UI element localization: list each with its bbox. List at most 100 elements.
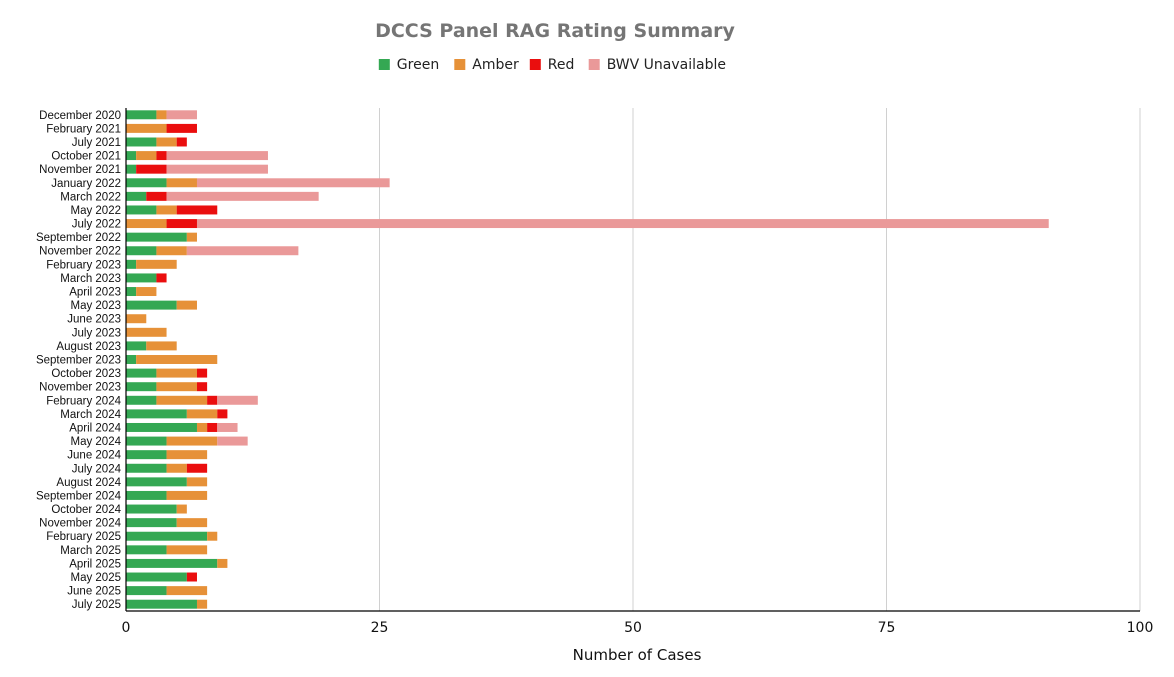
x-tick-label-50: 50 [624, 620, 642, 636]
category-label-july-2023: July 2023 [72, 327, 121, 339]
bar-green-april-2024 [126, 422, 197, 432]
legend-swatch-bwv-unavailable [588, 59, 600, 70]
bar-amber-november-2023 [156, 382, 197, 392]
category-label-november-2023: November 2023 [39, 382, 121, 394]
category-label-april-2025: April 2025 [69, 558, 121, 570]
bar-green-october-2024 [126, 504, 177, 514]
category-label-august-2024: August 2024 [56, 477, 121, 489]
bar-green-september-2023 [126, 355, 137, 364]
bar-amber-june-2025 [166, 586, 208, 596]
bar-green-may-2023 [126, 300, 177, 310]
bar-amber-february-2021 [126, 123, 167, 133]
bar-amber-july-2025 [196, 599, 208, 609]
bar-amber-december-2020 [156, 110, 167, 120]
x-axis-title: Number of Cases [573, 646, 702, 664]
category-label-march-2022: March 2022 [60, 191, 121, 203]
legend-label-bwv-unavailable: BWV Unavailable [607, 57, 726, 73]
bar-bwv-unavailable-december-2020 [166, 110, 197, 120]
x-tick-label-25: 25 [371, 620, 389, 636]
bar-amber-march-2024 [186, 409, 218, 419]
category-label-april-2023: April 2023 [69, 287, 121, 299]
bar-amber-november-2022 [156, 246, 187, 256]
category-label-september-2022: September 2022 [36, 232, 121, 244]
bar-green-november-2022 [126, 246, 157, 256]
chart-title: DCCS Panel RAG Rating Summary [375, 20, 735, 42]
bar-green-march-2024 [126, 409, 187, 419]
category-label-may-2023: May 2023 [70, 300, 121, 312]
category-label-september-2024: September 2024 [36, 490, 122, 502]
bar-green-june-2024 [126, 450, 167, 460]
category-label-july-2022: July 2022 [72, 219, 121, 231]
bar-bwv-unavailable-october-2021 [166, 151, 268, 161]
bar-green-march-2022 [126, 191, 147, 201]
bar-bwv-unavailable-february-2024 [217, 395, 258, 405]
bar-red-october-2023 [196, 368, 208, 378]
legend-swatch-amber [454, 59, 466, 70]
bar-red-march-2023 [156, 273, 167, 283]
bar-green-july-2024 [126, 463, 167, 473]
bar-red-february-2021 [166, 123, 197, 133]
bar-red-may-2022 [176, 205, 218, 215]
bar-amber-may-2023 [176, 300, 197, 310]
legend: Green Amber Red BWV Unavailable [378, 57, 726, 73]
bar-bwv-unavailable-may-2024 [217, 436, 248, 446]
bar-bwv-unavailable-july-2022 [196, 219, 1049, 229]
bar-red-october-2021 [156, 151, 167, 161]
bar-green-october-2021 [126, 151, 137, 161]
bar-amber-october-2024 [176, 504, 187, 514]
bar-red-march-2022 [146, 191, 167, 201]
category-label-december-2020: December 2020 [39, 110, 121, 122]
bar-amber-august-2024 [186, 477, 208, 487]
category-label-october-2024: October 2024 [51, 504, 121, 516]
category-label-june-2024: June 2024 [67, 450, 121, 462]
bar-bwv-unavailable-january-2022 [196, 178, 390, 188]
bar-red-july-2021 [176, 137, 187, 147]
legend-swatch-green [378, 59, 390, 70]
x-tick-labels: 0 25 50 75 100 [122, 620, 1154, 636]
gridlines [379, 108, 1141, 611]
bar-amber-july-2022 [126, 219, 167, 229]
category-label-march-2025: March 2025 [60, 545, 121, 557]
x-tick-label-100: 100 [1127, 620, 1154, 636]
bar-green-july-2021 [126, 137, 157, 147]
bar-amber-october-2021 [136, 151, 157, 161]
bar-amber-may-2022 [156, 205, 177, 215]
bar-green-january-2022 [126, 178, 167, 188]
category-label-may-2022: May 2022 [70, 205, 121, 217]
bar-amber-february-2023 [136, 259, 177, 269]
bar-green-october-2023 [126, 368, 157, 378]
category-label-july-2024: July 2024 [72, 463, 122, 475]
bar-bwv-unavailable-march-2022 [166, 191, 319, 201]
category-label-february-2023: February 2023 [46, 259, 121, 271]
category-label-october-2023: October 2023 [51, 368, 121, 380]
bar-bwv-unavailable-april-2024 [217, 422, 238, 432]
category-label-july-2025: July 2025 [72, 599, 121, 611]
category-label-january-2022: January 2022 [51, 178, 121, 190]
bar-green-november-2023 [126, 382, 157, 392]
bar-green-may-2022 [126, 205, 157, 215]
bar-green-april-2025 [126, 558, 218, 568]
bar-bwv-unavailable-november-2021 [166, 164, 268, 174]
bar-amber-october-2023 [156, 368, 197, 378]
category-label-february-2024: February 2024 [46, 395, 121, 407]
bar-red-march-2024 [217, 409, 228, 419]
category-label-june-2025: June 2025 [67, 586, 121, 598]
bar-red-november-2021 [136, 164, 167, 174]
legend-swatch-red [529, 59, 541, 70]
bar-amber-august-2023 [146, 341, 177, 351]
bar-amber-february-2025 [207, 531, 218, 541]
bar-amber-january-2022 [166, 178, 197, 188]
bar-green-november-2024 [126, 518, 177, 528]
category-label-september-2023: September 2023 [36, 355, 121, 367]
category-label-november-2022: November 2022 [39, 246, 121, 258]
bar-green-march-2023 [126, 273, 157, 283]
bar-amber-february-2024 [156, 395, 208, 405]
x-tick-label-0: 0 [122, 620, 131, 636]
legend-label-amber: Amber [472, 57, 519, 73]
bar-red-july-2024 [186, 463, 208, 473]
bar-amber-september-2023 [136, 355, 218, 364]
category-label-august-2023: August 2023 [56, 341, 121, 353]
category-label-july-2021: July 2021 [72, 137, 121, 149]
